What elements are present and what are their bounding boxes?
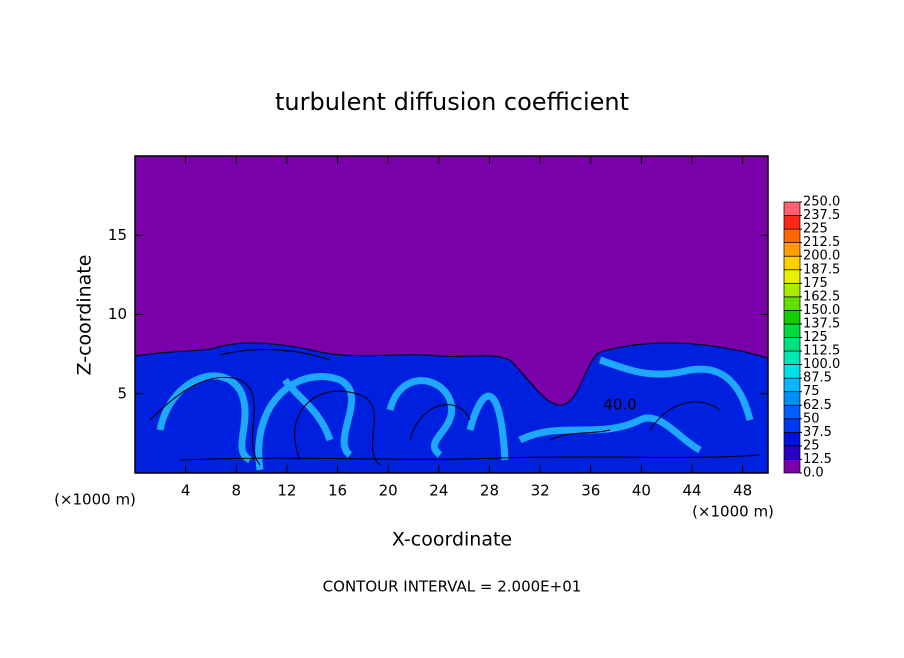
x-tick-label: 16 [328,482,347,500]
x-tick-label: 48 [733,482,752,500]
field: 40.0 [134,155,769,474]
colorbar-swatch [783,296,801,311]
y-axis-label: Z-coordinate [74,255,96,376]
contour-lines [149,349,761,466]
x-tick-label: 20 [379,482,398,500]
x-tick-label: 40 [632,482,651,500]
y-tick-label: 15 [108,226,127,244]
colorbar-swatch [783,404,801,420]
chart-title: turbulent diffusion coefficient [275,88,629,116]
x-axis-label: X-coordinate [392,529,512,551]
colorbar-swatch [783,459,801,474]
colorbar-swatch [783,377,801,393]
y-tick-label: 10 [108,305,127,323]
colorbar-label: 212.5 [803,235,840,250]
contour-label: 40.0 [603,396,636,414]
colorbar-label: 237.5 [803,208,840,223]
colorbar-label: 62.5 [803,398,832,413]
colorbar-label: 12.5 [803,452,832,467]
colorbar-label: 125 [803,330,828,345]
y-tick-label: 5 [117,384,127,402]
colorbar-swatch [783,269,801,284]
colorbar-label: 0.0 [803,466,824,481]
colorbar-label: 87.5 [803,371,832,386]
colorbar-swatch [783,323,801,338]
x-tick-label: 24 [429,482,448,500]
colorbar-label: 37.5 [803,425,832,440]
colorbar-label: 75 [803,384,820,399]
footer-note: CONTOUR INTERVAL = 2.000E+01 [323,578,582,596]
colorbar-swatch [783,364,801,379]
colorbar-swatch [783,228,801,244]
colorbar-swatch [783,242,801,257]
colorbar-swatch [783,255,801,271]
colorbar-swatch [783,201,801,216]
colorbar-swatch [783,445,801,460]
x-tick-label: 32 [531,482,550,500]
colorbar-swatch [783,350,801,365]
colorbar-label: 175 [803,276,828,291]
colorbar-label: 137.5 [803,316,840,331]
colorbar-label: 162.5 [803,289,840,304]
colorbar-swatch [783,418,801,433]
swirls [156,356,754,471]
colorbar-label: 225 [803,222,828,237]
colorbar-swatch [783,432,801,447]
x-tick-label: 28 [480,482,499,500]
colorbar-label: 187.5 [803,262,840,277]
x-tick-label: 12 [277,482,296,500]
x-unit-label: (×1000 m) [54,491,136,509]
colorbar-swatch [783,282,801,298]
x-tick-label: 36 [581,482,600,500]
x-unit-label: (×1000 m) [692,503,774,521]
colorbar-label: 150.0 [803,303,840,318]
x-tick-label: 4 [181,482,191,500]
colorbar-swatch [783,391,801,406]
colorbar-swatch [783,337,801,352]
colorbar-swatch [783,310,801,325]
x-tick-label: 44 [682,482,701,500]
colorbar-swatch [783,215,801,230]
colorbar-label: 25 [803,438,820,453]
x-tick-label: 8 [232,482,242,500]
colorbar-label: 112.5 [803,344,840,359]
colorbar-label: 250.0 [803,195,840,210]
colorbar-label: 100.0 [803,357,840,372]
colorbar-label: 200.0 [803,249,840,264]
colorbar-label: 50 [803,411,820,426]
